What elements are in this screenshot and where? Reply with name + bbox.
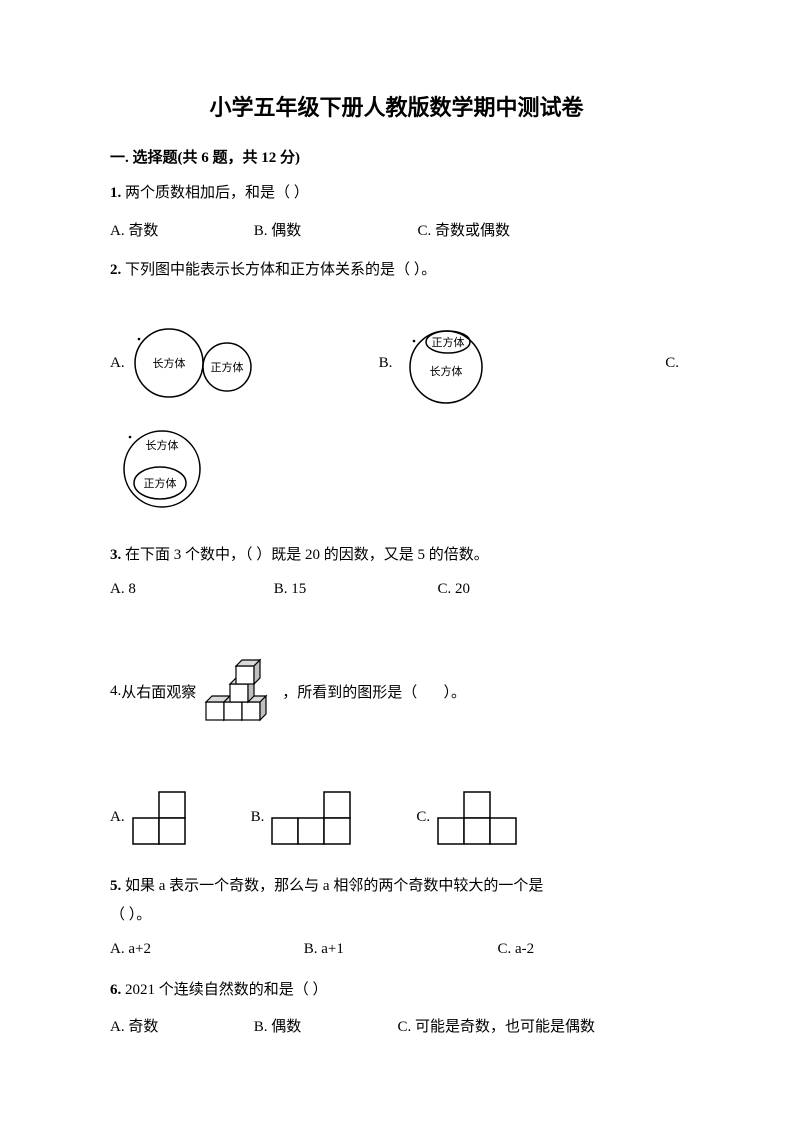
q2b-cuboid-label: 长方体 [430,364,463,378]
section-heading: 一. 选择题(共 6 题，共 12 分) [110,146,683,167]
question-5: 5. 如果 a 表示一个奇数，那么与 a 相邻的两个奇数中较大的一个是 [110,874,683,900]
question-5-line2: （ ）。 [110,903,683,929]
q2-number: 2. [110,262,121,278]
q4-shape-b [268,790,356,846]
q6-option-b: B. 偶数 [254,1015,394,1036]
q1-option-b: B. 偶数 [254,219,414,240]
q2-option-c-label: C. [665,355,679,372]
q2-option-a-label: A. [110,355,125,372]
q3-number: 3. [110,547,121,563]
q2-diagram-b: 正方体 长方体 [396,321,496,405]
q1-option-a: A. 奇数 [110,219,250,240]
q4-shape-a [129,790,191,846]
q5-options: A. a+2 B. a+1 C. a-2 [110,941,683,958]
q1-text: 两个质数相加后，和是（ ） [125,185,309,201]
q4-text-after: ，所看到的图形是（ ）。 [282,681,466,702]
question-1: 1. 两个质数相加后，和是（ ） [110,181,683,207]
q6-option-c: C. 可能是奇数，也可能是偶数 [398,1015,596,1036]
q5-option-b: B. a+1 [304,941,494,958]
q6-options: A. 奇数 B. 偶数 C. 可能是奇数，也可能是偶数 [110,1015,683,1036]
venn-separate-icon: 长方体 正方体 [129,323,279,403]
shape-c-icon [434,790,522,846]
q4-option-b-label: B. [251,809,265,826]
exam-page: 小学五年级下册人教版数学期中测试卷 一. 选择题(共 6 题，共 12 分) 1… [0,0,793,1122]
q3-options: A. 8 B. 15 C. 20 [110,581,683,598]
question-3: 3. 在下面 3 个数中，（ ）既是 20 的因数，又是 5 的倍数。 [110,543,683,569]
shape-b-icon [268,790,356,846]
q2-diagram-c: 长方体 正方体 [110,423,220,513]
q2-options-row2: 长方体 正方体 [110,423,683,513]
q2c-cuboid-label: 长方体 [146,438,179,452]
q3-text: 在下面 3 个数中，（ ）既是 20 的因数，又是 5 的倍数。 [125,547,489,563]
q2a-cuboid-label: 长方体 [152,356,185,370]
q2-options-row1: A. 长方体 正方体 B. 正方体 长方体 C. [110,321,683,405]
q6-number: 6. [110,982,121,998]
q4-number: 4. [110,683,121,699]
q2-option-b-label: B. [379,355,393,372]
q5-text-line2: （ ）。 [110,907,151,923]
q5-number: 5. [110,878,121,894]
q2-diagram-a: 长方体 正方体 [129,323,279,403]
q4-cube-figure [200,622,278,762]
cube-stack-icon [200,656,278,728]
venn-nested-top-icon: 正方体 长方体 [396,321,496,405]
q4-option-c-label: C. [416,809,430,826]
question-4: 4. 从右面观察 [110,622,683,762]
question-6: 6. 2021 个连续自然数的和是（ ） [110,978,683,1004]
q6-text: 2021 个连续自然数的和是（ ） [125,982,328,998]
q4-option-a-label: A. [110,809,125,826]
q1-number: 1. [110,185,121,201]
q5-text-line1: 如果 a 表示一个奇数，那么与 a 相邻的两个奇数中较大的一个是 [125,878,543,894]
shape-a-icon [129,790,191,846]
q3-option-c: C. 20 [438,581,471,598]
q2b-cube-label: 正方体 [432,335,465,349]
q3-option-a: A. 8 [110,581,270,598]
venn-nested-bottom-icon: 长方体 正方体 [110,423,220,513]
q5-option-a: A. a+2 [110,941,300,958]
q5-option-c: C. a-2 [498,941,535,958]
q6-option-a: A. 奇数 [110,1015,250,1036]
q4-text-before: 从右面观察 [121,681,196,702]
q1-options: A. 奇数 B. 偶数 C. 奇数或偶数 [110,219,683,240]
question-2: 2. 下列图中能表示长方体和正方体关系的是（ ）。 [110,258,683,284]
q2a-cube-label: 正方体 [210,360,243,374]
q4-shape-c [434,790,522,846]
q1-option-c: C. 奇数或偶数 [418,219,511,240]
q2c-cube-label: 正方体 [144,476,177,490]
page-title: 小学五年级下册人教版数学期中测试卷 [110,90,683,122]
q4-options: A. B. C. [110,790,683,846]
q2-text: 下列图中能表示长方体和正方体关系的是（ ）。 [125,262,436,278]
q3-option-b: B. 15 [274,581,434,598]
